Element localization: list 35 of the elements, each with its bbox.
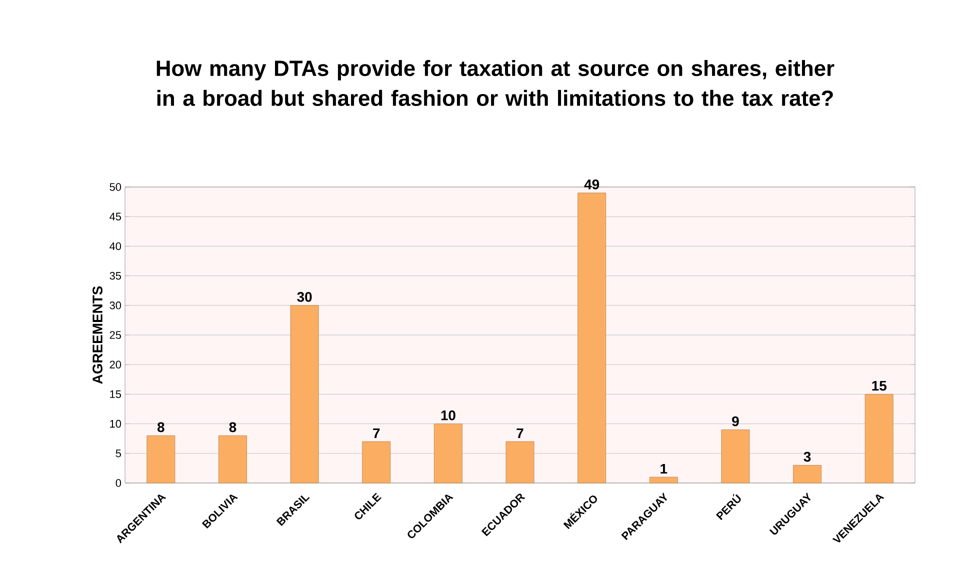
y-tick-label: 20 xyxy=(110,360,122,368)
data-label: 7 xyxy=(373,428,380,438)
data-label: 3 xyxy=(804,452,811,462)
bar xyxy=(649,476,678,484)
chart-title: How many DTAs provide for taxation at source on shares, either in a broad but shared fashion or with limitations to the tax rate? xyxy=(156,60,834,106)
y-tick-label: 30 xyxy=(110,302,122,310)
bar xyxy=(578,192,606,484)
data-label: 7 xyxy=(516,428,524,438)
data-label: 30 xyxy=(297,292,312,302)
data-label: 49 xyxy=(584,180,600,190)
y-tick-label: 40 xyxy=(110,242,122,250)
y-axis-title: AGREEMENTS xyxy=(92,286,102,384)
y-tick-label: 15 xyxy=(110,390,122,398)
y-tick-label: 50 xyxy=(110,183,122,191)
data-label: 8 xyxy=(229,422,236,432)
data-label: 9 xyxy=(732,416,739,426)
y-tick-label: 25 xyxy=(110,331,122,339)
bar xyxy=(434,424,462,484)
bar xyxy=(146,435,176,484)
data-label: 15 xyxy=(872,380,886,391)
bar xyxy=(864,394,894,484)
bar xyxy=(218,435,247,484)
bar xyxy=(721,430,750,484)
y-tick-label: 35 xyxy=(110,272,122,280)
bar xyxy=(793,465,822,484)
y-tick-label: 10 xyxy=(110,420,122,428)
y-tick-label: 45 xyxy=(110,212,122,220)
bar xyxy=(362,441,391,484)
data-label: 10 xyxy=(441,410,456,420)
y-tick-label: 0 xyxy=(116,479,122,487)
bar xyxy=(506,441,534,484)
data-label: 1 xyxy=(660,464,668,474)
bar xyxy=(290,305,319,484)
y-tick-label: 5 xyxy=(116,450,122,458)
data-label: 8 xyxy=(157,422,164,432)
